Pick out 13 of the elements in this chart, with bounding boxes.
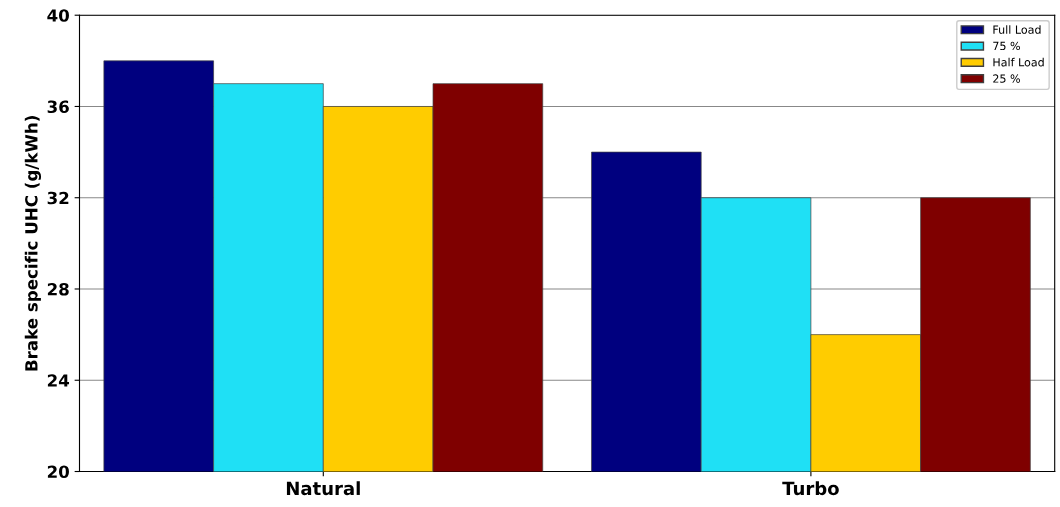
y-axis-title: Brake specific UHC (g/kWh) xyxy=(24,116,42,371)
y-tick-label: 20 xyxy=(47,465,69,479)
x-tick-label: Natural xyxy=(286,481,360,496)
legend-label: Full Load xyxy=(993,25,1041,34)
y-tick-label: 32 xyxy=(47,191,69,205)
y-tick-label: 24 xyxy=(47,374,70,387)
y-tick-label: 36 xyxy=(47,100,69,114)
y-tick-label: 28 xyxy=(47,282,69,296)
x-tick-label: Turbo xyxy=(782,481,839,496)
y-tick-label: 40 xyxy=(47,9,69,22)
legend-label: 75 % xyxy=(993,41,1020,51)
legend-label: 25 % xyxy=(993,74,1020,83)
legend-label: Half Load xyxy=(993,57,1044,67)
